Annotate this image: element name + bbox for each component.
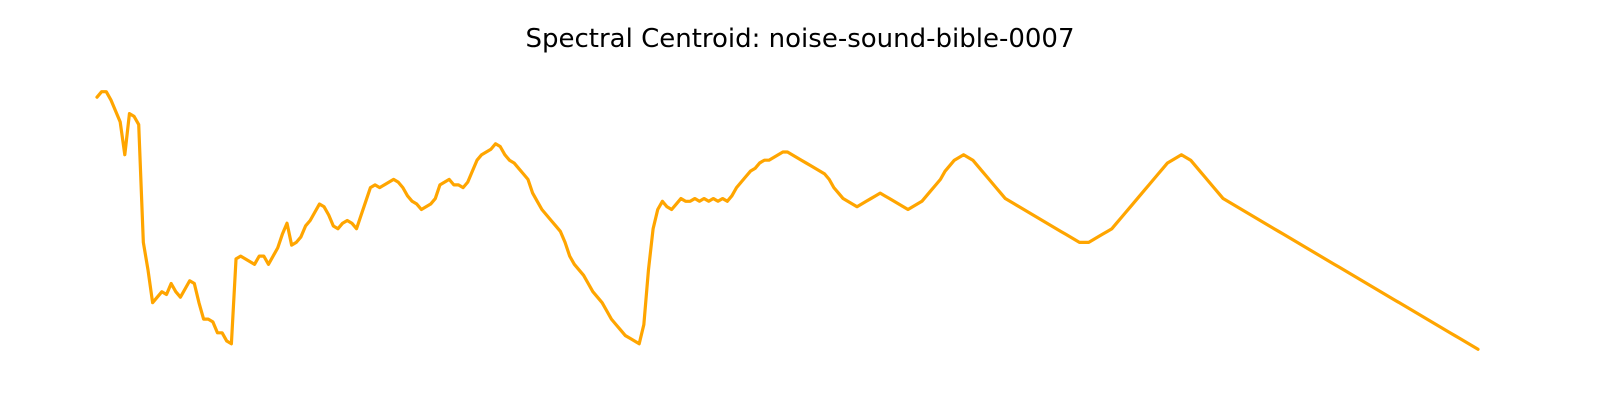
chart-title: Spectral Centroid: noise-sound-bible-000… bbox=[525, 24, 1075, 54]
series-layer bbox=[95, 90, 1480, 351]
spectral-centroid-line bbox=[95, 90, 1480, 351]
